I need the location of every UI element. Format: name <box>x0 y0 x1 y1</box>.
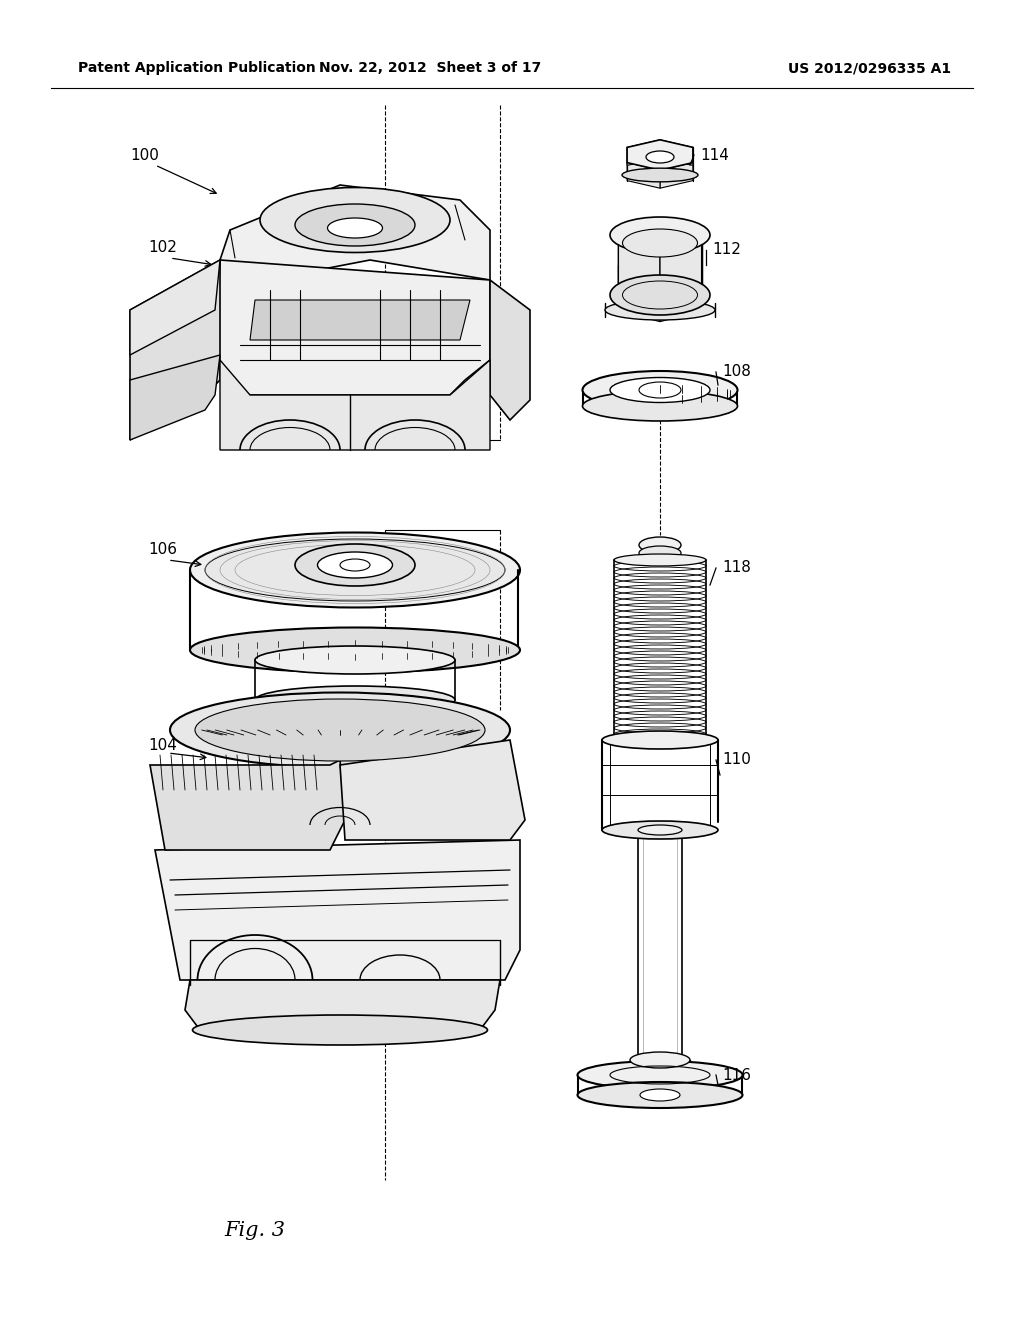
Text: 108: 108 <box>722 364 751 380</box>
Ellipse shape <box>255 645 455 675</box>
Polygon shape <box>627 140 693 170</box>
Ellipse shape <box>638 825 682 836</box>
Text: 110: 110 <box>722 752 751 767</box>
Ellipse shape <box>205 539 505 601</box>
Ellipse shape <box>622 168 698 182</box>
Ellipse shape <box>639 546 681 560</box>
Ellipse shape <box>583 391 737 421</box>
Text: 116: 116 <box>722 1068 751 1082</box>
Ellipse shape <box>640 1089 680 1101</box>
Ellipse shape <box>578 1082 742 1107</box>
Ellipse shape <box>614 554 706 566</box>
Polygon shape <box>130 260 220 355</box>
Ellipse shape <box>260 187 450 252</box>
Ellipse shape <box>190 627 520 672</box>
Text: 114: 114 <box>700 148 729 162</box>
Ellipse shape <box>610 378 710 403</box>
Text: Nov. 22, 2012  Sheet 3 of 17: Nov. 22, 2012 Sheet 3 of 17 <box>318 61 541 75</box>
Text: Patent Application Publication: Patent Application Publication <box>78 61 315 75</box>
Ellipse shape <box>193 1015 487 1045</box>
Ellipse shape <box>328 218 383 238</box>
Text: US 2012/0296335 A1: US 2012/0296335 A1 <box>788 61 951 75</box>
Polygon shape <box>215 260 490 395</box>
Polygon shape <box>220 360 490 450</box>
Ellipse shape <box>170 693 510 767</box>
Polygon shape <box>220 185 490 285</box>
Ellipse shape <box>190 532 520 607</box>
Ellipse shape <box>602 731 718 748</box>
Ellipse shape <box>583 371 737 409</box>
Polygon shape <box>130 260 220 440</box>
Polygon shape <box>340 741 525 840</box>
Polygon shape <box>660 140 693 165</box>
Text: Fig. 3: Fig. 3 <box>224 1221 286 1239</box>
Polygon shape <box>130 355 220 440</box>
Polygon shape <box>627 162 660 189</box>
Polygon shape <box>618 265 660 322</box>
Polygon shape <box>618 234 660 289</box>
Ellipse shape <box>646 150 674 162</box>
Text: 104: 104 <box>148 738 177 752</box>
Text: 118: 118 <box>722 561 751 576</box>
Polygon shape <box>155 840 520 979</box>
Text: 102: 102 <box>148 240 177 256</box>
Text: 112: 112 <box>712 243 741 257</box>
Ellipse shape <box>639 381 681 399</box>
Ellipse shape <box>610 216 710 253</box>
Ellipse shape <box>578 1061 742 1089</box>
Text: 106: 106 <box>148 543 177 557</box>
Ellipse shape <box>630 1052 690 1068</box>
Ellipse shape <box>295 544 415 586</box>
Ellipse shape <box>295 205 415 246</box>
Polygon shape <box>185 979 500 1030</box>
Ellipse shape <box>255 686 455 714</box>
Text: 100: 100 <box>130 148 159 162</box>
Polygon shape <box>250 300 470 341</box>
Polygon shape <box>660 265 701 322</box>
Polygon shape <box>660 234 701 289</box>
Polygon shape <box>660 162 693 189</box>
Polygon shape <box>490 280 530 420</box>
Polygon shape <box>150 760 345 850</box>
Ellipse shape <box>317 552 392 578</box>
Ellipse shape <box>340 558 370 572</box>
Ellipse shape <box>623 228 697 257</box>
Ellipse shape <box>639 537 681 553</box>
Ellipse shape <box>602 821 718 840</box>
Ellipse shape <box>610 275 710 315</box>
Polygon shape <box>627 140 660 165</box>
Ellipse shape <box>605 300 715 319</box>
Ellipse shape <box>195 700 485 762</box>
